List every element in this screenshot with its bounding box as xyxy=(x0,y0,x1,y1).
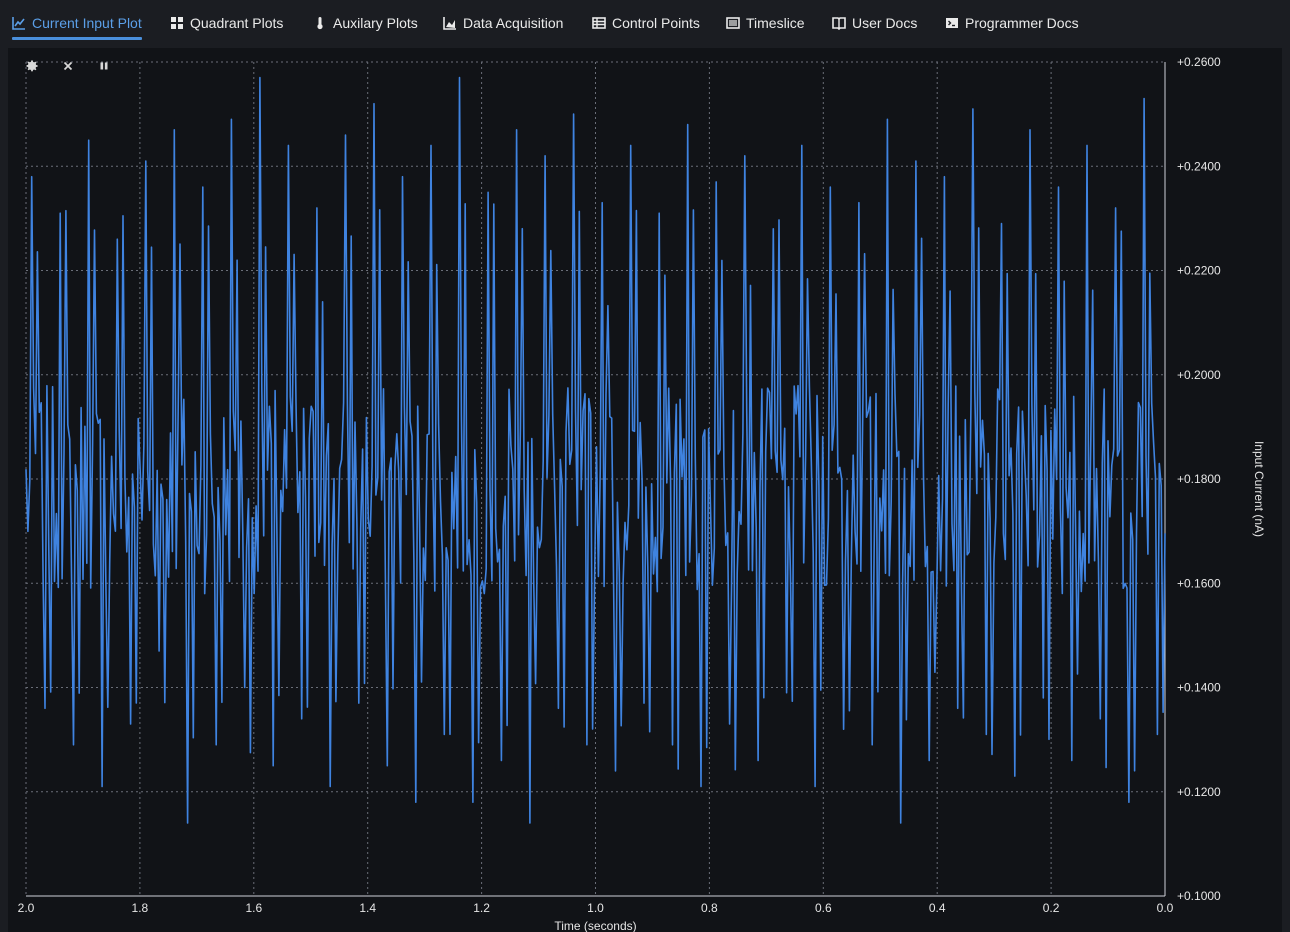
x-tick-label: 0.4 xyxy=(929,901,946,915)
x-tick-label: 0.2 xyxy=(1043,901,1060,915)
tab-timeslice[interactable]: Timeslice xyxy=(726,0,805,46)
tab-label: User Docs xyxy=(852,15,918,31)
tab-bar: Current Input Plot Quadrant Plots Auxilary… xyxy=(0,0,1290,46)
series-line xyxy=(25,76,1166,824)
x-tick-label: 0.6 xyxy=(815,901,832,915)
tab-auxilary-plots[interactable]: Auxilary Plots xyxy=(313,0,418,46)
tab-user-docs[interactable]: User Docs xyxy=(832,0,917,46)
y-tick-label: +0.1800 xyxy=(1177,472,1221,486)
tab-quadrant-plots[interactable]: Quadrant Plots xyxy=(170,0,283,46)
plot-clear-button[interactable] xyxy=(60,60,76,76)
y-tick-label: +0.1000 xyxy=(1177,889,1221,903)
y-tick-label: +0.1200 xyxy=(1177,785,1221,799)
y-tick-label: +0.2600 xyxy=(1177,55,1221,69)
tab-control-points[interactable]: Control Points xyxy=(592,0,700,46)
tab-label: Data Acquisition xyxy=(463,15,564,31)
tab-label: Control Points xyxy=(612,15,700,31)
tab-current-input-plot[interactable]: Current Input Plot xyxy=(12,0,142,46)
y-tick-label: +0.2200 xyxy=(1177,264,1221,278)
x-axis-label: Time (seconds) xyxy=(554,919,636,932)
x-tick-label: 0.8 xyxy=(701,901,718,915)
line-chart[interactable]: 2.0 1.8 1.6 1.4 1.2 1.0 0.8 0.6 0.4 0.2 0.0+0.1000… xyxy=(8,48,1282,932)
tab-data-acquisition[interactable]: Data Acquisition xyxy=(443,0,563,46)
plot-pause-button[interactable] xyxy=(96,60,112,76)
line-chart-icon xyxy=(12,16,26,30)
x-tick-label: 1.0 xyxy=(587,901,604,915)
plot-settings-button[interactable] xyxy=(24,59,40,78)
close-icon xyxy=(61,59,75,78)
current-input-plot: 2.0 1.8 1.6 1.4 1.2 1.0 0.8 0.6 0.4 0.2 0.0 +0.1000… xyxy=(8,48,1282,932)
x-tick-label: 2.0 xyxy=(18,901,35,915)
tab-programmer-docs[interactable]: Programmer Docs xyxy=(945,0,1079,46)
grid-icon xyxy=(170,16,184,30)
y-tick-label: +0.1600 xyxy=(1177,576,1221,590)
y-tick-label: +0.1400 xyxy=(1177,681,1221,695)
y-tick-label: +0.2000 xyxy=(1177,368,1221,382)
tab-label: Programmer Docs xyxy=(965,15,1079,31)
gear-icon xyxy=(25,59,39,78)
tab-label: Quadrant Plots xyxy=(190,15,284,31)
x-tick-label: 1.8 xyxy=(132,901,149,915)
tab-label: Auxilary Plots xyxy=(333,15,418,31)
y-axis-label: Input Current (nA) xyxy=(1252,441,1266,537)
y-tick-label: +0.2400 xyxy=(1177,159,1221,173)
x-tick-label: 0.0 xyxy=(1157,901,1174,915)
tab-label: Current Input Plot xyxy=(32,15,142,31)
book-icon xyxy=(832,16,846,30)
area-chart-icon xyxy=(443,16,457,30)
tab-label: Timeslice xyxy=(746,15,805,31)
x-tick-label: 1.4 xyxy=(359,901,376,915)
terminal-icon xyxy=(945,16,959,30)
x-tick-label: 1.6 xyxy=(245,901,262,915)
pause-icon xyxy=(97,59,111,78)
table-icon xyxy=(592,16,606,30)
x-tick-label: 1.2 xyxy=(473,901,490,915)
list-icon xyxy=(726,16,740,30)
thermometer-icon xyxy=(313,16,327,30)
